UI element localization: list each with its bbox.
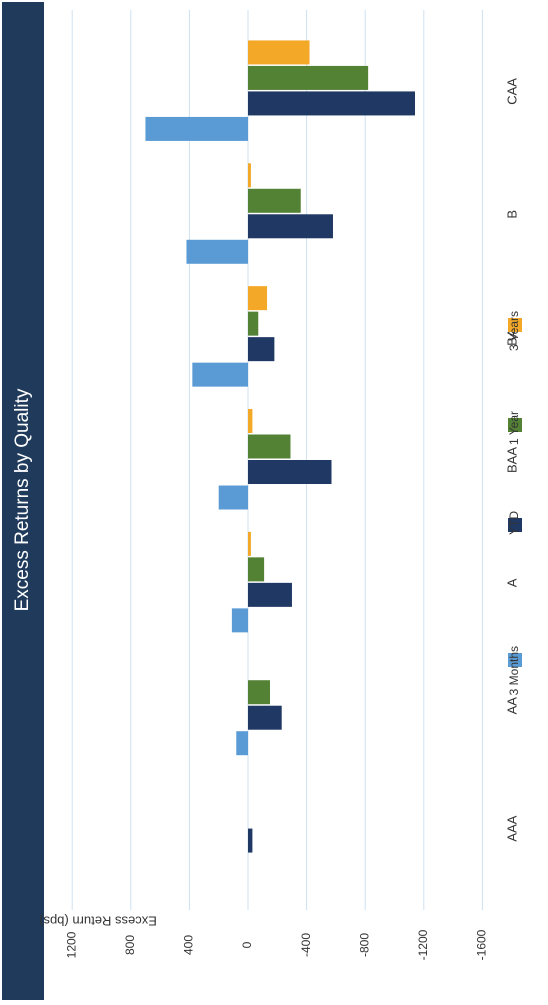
y-tick-label: -800: [357, 933, 371, 957]
category-label: CAA: [504, 78, 519, 105]
legend: 3 Months YTD 1 Year 3 Years: [507, 311, 522, 695]
category-label: A: [504, 578, 519, 587]
bar: [248, 188, 301, 213]
legend-swatch: [508, 418, 522, 432]
y-tick-label: 800: [123, 935, 137, 955]
bar: [248, 680, 270, 705]
y-tick-label: 400: [182, 935, 196, 955]
category-label: AAA: [504, 815, 519, 841]
category-label: BA: [504, 328, 519, 346]
bar: [248, 409, 253, 433]
bar: [231, 608, 248, 633]
bar: [218, 485, 248, 510]
bar: [248, 311, 259, 336]
bar: [248, 557, 265, 582]
legend-label: 3 Months: [507, 646, 521, 695]
bar: [192, 362, 248, 387]
legend-swatch: [508, 653, 522, 667]
bar: [248, 434, 291, 459]
bar: [248, 460, 332, 484]
y-tick-label: -400: [299, 933, 313, 957]
y-tick-label: -1200: [416, 929, 430, 960]
category-label: B: [504, 210, 519, 219]
y-axis-label: Excess Return (bps): [39, 914, 157, 929]
legend-label: YTD: [507, 511, 521, 535]
category-label: BAA: [504, 447, 519, 473]
title-bar: [2, 2, 44, 1000]
y-tick-label: 1200: [64, 931, 78, 958]
bar: [248, 214, 333, 239]
bar: [248, 65, 369, 90]
bar: [248, 531, 251, 556]
bar: [248, 91, 416, 116]
bar: [248, 40, 310, 65]
bar: [248, 163, 251, 188]
bar: [248, 828, 253, 853]
bar: [248, 337, 275, 362]
legend-label: 1 Year: [507, 411, 521, 445]
bar: [248, 582, 292, 607]
legend-swatch: [508, 518, 522, 532]
legend-swatch: [508, 318, 522, 332]
bars: [145, 40, 416, 853]
bar: [248, 286, 268, 311]
y-tick-label: -1600: [475, 929, 489, 960]
bar: [236, 731, 248, 756]
bar: [145, 116, 248, 141]
bar: [248, 705, 282, 730]
y-tick-label: 0: [240, 941, 254, 948]
y-tick-labels: 1200 800 400 0 -400 -800 -1200 -1600: [64, 929, 488, 960]
legend-label: 3 Years: [507, 311, 521, 351]
chart-title: Excess Returns by Quality: [12, 388, 33, 611]
category-label: AA: [504, 697, 519, 715]
gridlines: [71, 10, 483, 910]
bar: [186, 239, 248, 264]
